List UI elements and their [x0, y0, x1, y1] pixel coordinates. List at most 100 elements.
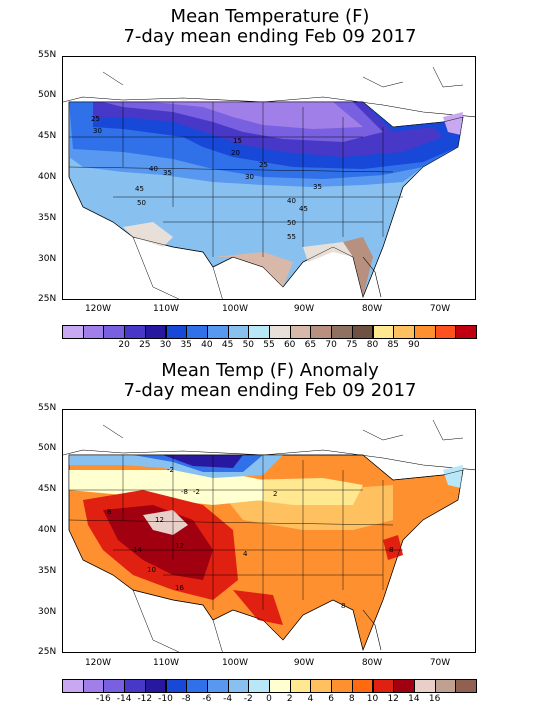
colorbar-label: 55 — [263, 340, 275, 350]
contour-label: 12 — [155, 516, 164, 524]
colorbar-label: 14 — [408, 694, 420, 704]
colorbar-label: 4 — [307, 694, 314, 704]
colorbar-label: 50 — [242, 340, 255, 350]
colorbar-swatch — [206, 325, 229, 339]
colorbar-swatch — [455, 679, 477, 693]
contour-label: 14 — [133, 546, 142, 554]
colorbar-swatch — [289, 679, 312, 693]
colorbar-label: 85 — [387, 340, 399, 350]
contour-label: 25 — [91, 115, 100, 123]
colorbar-swatch — [227, 679, 250, 693]
lon-label: 100W — [221, 658, 249, 668]
lon-label: 80W — [361, 304, 383, 314]
lon-label: 70W — [429, 304, 451, 314]
colorbar-swatch — [372, 325, 395, 339]
contour-label: 30 — [245, 173, 254, 181]
lon-label: 80W — [361, 658, 383, 668]
colorbar-swatch — [413, 679, 436, 693]
contour-label: 55 — [287, 233, 296, 241]
contour-label: 40 — [287, 197, 296, 205]
bottom-map-subtitle: 7-day mean ending Feb 09 2017 — [123, 380, 417, 401]
colorbar-swatch — [310, 325, 333, 339]
colorbar-label: 75 — [346, 340, 358, 350]
colorbar-swatch — [393, 325, 415, 339]
colorbar-swatch — [413, 325, 436, 339]
colorbar-swatch — [331, 325, 353, 339]
colorbar-label: 25 — [139, 340, 151, 350]
contour-label: 8 — [389, 546, 393, 554]
top-map-subtitle: 7-day mean ending Feb 09 2017 — [123, 26, 417, 47]
lat-label: 50N — [38, 443, 57, 453]
colorbar-label: 10 — [366, 694, 379, 704]
lat-label: 25N — [38, 647, 57, 657]
contour-label: -8 — [181, 488, 188, 496]
contour-label: 10 — [147, 566, 156, 574]
colorbar-label: -8 — [181, 694, 191, 704]
colorbar-label: -2 — [243, 694, 253, 704]
colorbar-swatch — [144, 325, 167, 339]
lat-label: 35N — [38, 213, 57, 223]
contour-label: -2 — [193, 488, 200, 496]
colorbar-label: 6 — [328, 694, 334, 704]
colorbar-label: 65 — [304, 340, 317, 350]
colorbar-swatch — [248, 679, 270, 693]
lon-label: 70W — [429, 658, 451, 668]
colorbar-swatch — [351, 679, 374, 693]
lat-label: 35N — [38, 566, 57, 576]
colorbar-swatch — [434, 679, 457, 693]
colorbar-label: 2 — [286, 694, 293, 704]
lat-label: 45N — [38, 484, 57, 494]
contour-label: 35 — [313, 183, 322, 191]
bottom-map-title: Mean Temp (F) Anomaly — [161, 360, 379, 381]
contour-label: 30 — [93, 127, 102, 135]
colorbar-label: -14 — [116, 694, 132, 704]
colorbar-swatch — [165, 679, 188, 693]
colorbar-label: -6 — [202, 694, 212, 704]
colorbar-swatch — [393, 679, 415, 693]
colorbar-swatch — [351, 325, 374, 339]
lat-label: 25N — [38, 294, 57, 304]
colorbar-label: -10 — [158, 694, 173, 704]
colorbar-swatch — [103, 325, 126, 339]
lat-label: 55N — [38, 50, 57, 60]
contour-label: 20 — [231, 149, 240, 157]
colorbar-label: -16 — [96, 694, 111, 704]
contour-label: -2 — [167, 466, 174, 474]
contour-label: 2 — [273, 490, 277, 498]
contour-label: 15 — [233, 137, 242, 145]
contour-label: 50 — [287, 219, 296, 227]
contour-label: 25 — [259, 161, 268, 169]
contour-label: 8 — [341, 602, 345, 610]
colorbar-label: 45 — [221, 340, 234, 350]
colorbar-label: 90 — [408, 340, 420, 350]
colorbar-label: 80 — [366, 340, 379, 350]
lat-label: 45N — [38, 131, 57, 141]
bottom-anomaly-map: -2 -8 -2 2 8 12 14 12 10 4 16 8 8 — [62, 409, 476, 653]
lon-label: 110W — [152, 304, 180, 314]
contour-label: 35 — [163, 169, 172, 177]
colorbar-swatch — [165, 325, 188, 339]
temperature-colorbar — [62, 325, 477, 339]
lat-label: 50N — [38, 90, 57, 100]
colorbar-label: 60 — [283, 340, 296, 350]
colorbar-label: 20 — [118, 340, 130, 350]
colorbar-label: 12 — [387, 694, 399, 704]
colorbar-swatch — [186, 679, 208, 693]
lon-label: 120W — [84, 658, 112, 668]
lat-label: 40N — [38, 172, 57, 182]
colorbar-swatch — [372, 679, 395, 693]
colorbar-swatch — [62, 325, 84, 339]
colorbar-swatch — [269, 679, 291, 693]
lat-label: 30N — [38, 254, 57, 264]
colorbar-swatch — [124, 325, 146, 339]
colorbar-swatch — [186, 325, 208, 339]
lon-label: 100W — [221, 304, 249, 314]
top-map-title: Mean Temperature (F) — [170, 6, 370, 27]
contour-label: 45 — [135, 185, 144, 193]
colorbar-swatch — [455, 325, 477, 339]
colorbar-swatch — [124, 679, 146, 693]
lon-label: 90W — [293, 658, 315, 668]
lat-label: 40N — [38, 525, 57, 535]
colorbar-swatch — [248, 325, 270, 339]
colorbar-label: 40 — [201, 340, 213, 350]
